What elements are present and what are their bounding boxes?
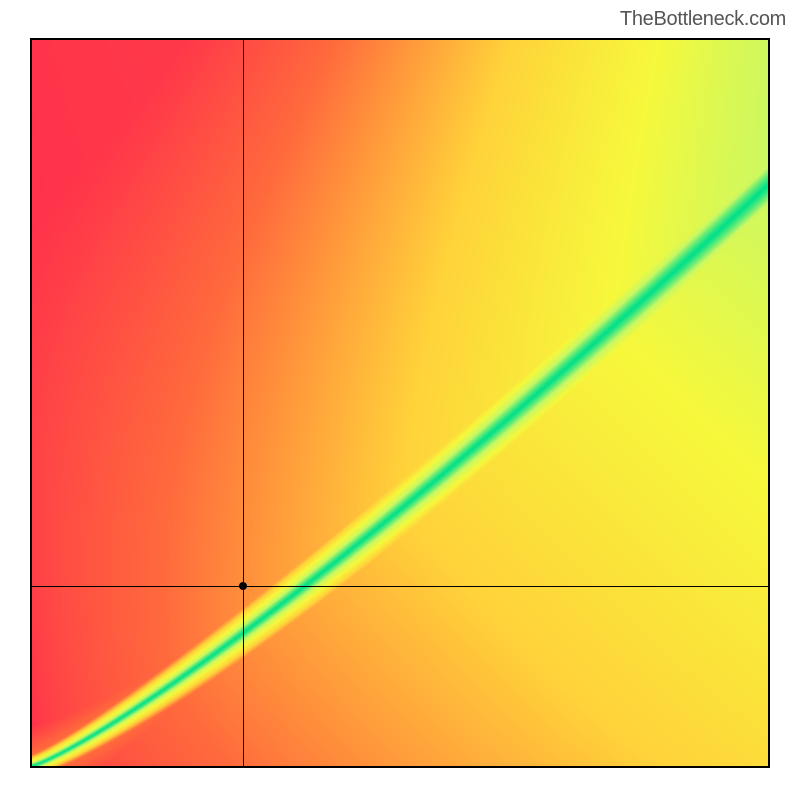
plot-area	[32, 40, 768, 766]
watermark-text: TheBottleneck.com	[620, 8, 786, 31]
crosshair-horizontal	[32, 586, 768, 587]
bottleneck-heatmap	[32, 40, 768, 766]
crosshair-marker-dot	[239, 582, 247, 590]
crosshair-vertical	[243, 40, 244, 766]
chart-frame	[30, 38, 770, 768]
